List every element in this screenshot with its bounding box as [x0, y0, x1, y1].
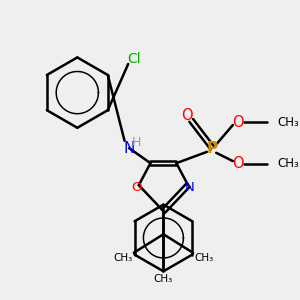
Text: N: N — [124, 141, 135, 156]
Text: H: H — [132, 136, 141, 149]
Text: CH₃: CH₃ — [154, 274, 173, 284]
Text: O: O — [181, 108, 192, 123]
Text: O: O — [132, 181, 142, 194]
Text: P: P — [207, 141, 218, 156]
Text: CH₃: CH₃ — [277, 158, 299, 170]
Text: O: O — [232, 156, 243, 171]
Text: CH₃: CH₃ — [113, 253, 132, 263]
Text: CH₃: CH₃ — [277, 116, 299, 129]
Text: O: O — [232, 115, 243, 130]
Text: CH₃: CH₃ — [194, 253, 214, 263]
Text: Cl: Cl — [127, 52, 141, 66]
Text: N: N — [185, 181, 195, 194]
